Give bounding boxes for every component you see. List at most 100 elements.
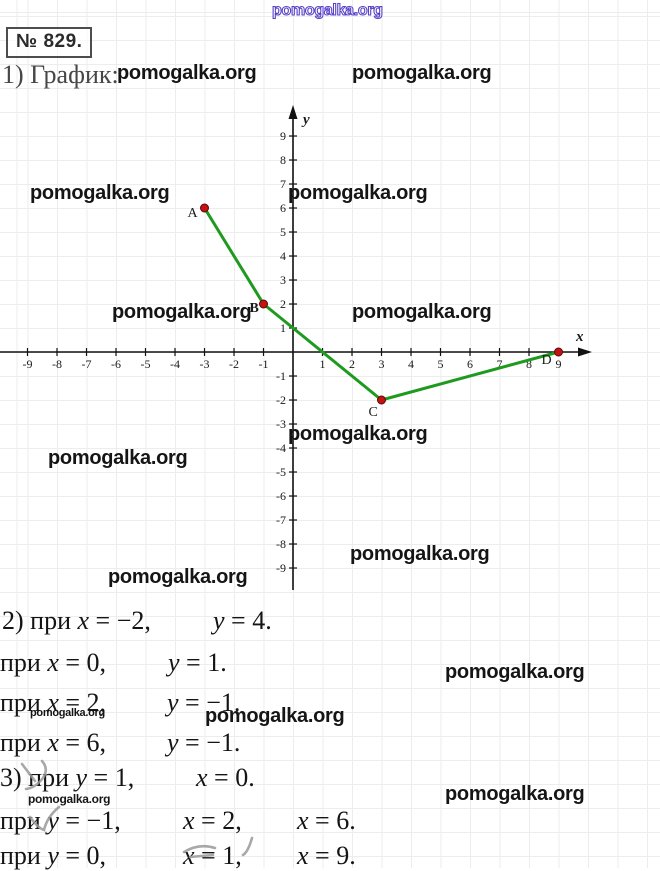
math-variable: x xyxy=(297,841,309,870)
y-tick-label: 9 xyxy=(280,129,286,143)
watermark: pomogalka.org xyxy=(350,543,490,565)
math-variable: x xyxy=(47,728,59,757)
math-text: = −1. xyxy=(178,688,241,717)
y-axis-arrow xyxy=(288,105,298,119)
x-tick-label: 8 xyxy=(526,357,532,371)
answer-segment: y = −1. xyxy=(167,688,240,718)
y-tick-label: -6 xyxy=(276,489,286,503)
answer-segment: x = 0. xyxy=(196,763,255,793)
y-tick-label: -5 xyxy=(276,465,286,479)
answer-segment: y = 1. xyxy=(168,648,227,678)
y-tick-label: 2 xyxy=(280,297,286,311)
math-variable: x xyxy=(183,806,195,835)
x-tick-label: 3 xyxy=(379,357,385,371)
y-tick-label: 3 xyxy=(280,273,286,287)
answer-segment: 3) при y = 1, xyxy=(0,763,134,793)
x-axis-arrow xyxy=(578,347,592,357)
watermark: pomogalka.org xyxy=(108,566,248,588)
y-tick-label: -4 xyxy=(276,441,286,455)
answer-segment: x = 9. xyxy=(297,841,356,871)
x-tick-label: 9 xyxy=(556,357,562,371)
watermark: pomogalka.org xyxy=(48,447,188,469)
pencil-check-mark xyxy=(182,844,217,854)
y-tick-label: -7 xyxy=(276,513,286,527)
y-tick-label: 1 xyxy=(280,321,286,335)
math-variable: x xyxy=(297,806,309,835)
x-tick-label: -1 xyxy=(259,357,269,371)
math-text: = 1, xyxy=(87,763,135,792)
x-tick-label: 7 xyxy=(497,357,503,371)
math-text: при xyxy=(0,688,48,717)
graph-point-b xyxy=(259,299,268,309)
watermark: pomogalka.org xyxy=(112,301,252,323)
math-text: = 2, xyxy=(58,688,107,717)
graph-point-label: A xyxy=(188,206,199,221)
x-tick-label: 6 xyxy=(467,357,473,371)
y-tick-label: 5 xyxy=(280,225,286,239)
watermark: pomogalka.org xyxy=(445,783,585,805)
math-text: = 0, xyxy=(58,841,107,870)
watermark: pomogalka.org xyxy=(271,2,383,19)
math-text: при xyxy=(0,841,48,870)
math-text: 3) при xyxy=(0,763,76,792)
x-tick-label: 1 xyxy=(320,357,326,371)
pencil-check-mark xyxy=(20,762,37,783)
answer-segment: при y = 0, xyxy=(0,841,106,871)
x-tick-label: -4 xyxy=(170,357,180,371)
x-tick-label: 2 xyxy=(349,357,355,371)
y-tick-label: -2 xyxy=(276,393,286,407)
math-text: = 6, xyxy=(58,728,107,757)
watermark: pomogalka.org xyxy=(288,182,428,204)
x-tick-label: -8 xyxy=(52,357,62,371)
math-variable: y xyxy=(75,763,88,792)
math-text: = 0, xyxy=(58,648,107,677)
y-tick-label: -9 xyxy=(276,561,286,575)
x-axis-label: x xyxy=(575,329,584,345)
y-tick-label: 8 xyxy=(280,153,286,167)
x-tick-label: -6 xyxy=(111,357,121,371)
math-variable: y xyxy=(168,648,180,677)
math-text: = 1. xyxy=(179,648,227,677)
y-tick-label: -1 xyxy=(276,369,286,383)
watermark: pomogalka.org xyxy=(117,62,257,84)
x-tick-label: -9 xyxy=(23,357,33,371)
pencil-check-mark xyxy=(241,836,254,857)
problem-number-box: № 829. xyxy=(6,27,93,58)
math-text: = 0. xyxy=(207,763,255,792)
answer-segment: при x = 2, xyxy=(0,688,106,718)
math-text: при xyxy=(0,648,48,677)
y-tick-label: 6 xyxy=(280,201,286,215)
section-title: 1) График: xyxy=(2,60,119,89)
x-tick-label: 5 xyxy=(438,357,444,371)
math-text: при xyxy=(0,728,48,757)
y-tick-label: 4 xyxy=(280,249,286,263)
graph-point-label: D xyxy=(542,353,552,368)
math-text: = 6. xyxy=(308,806,356,835)
graph-point-c xyxy=(377,395,386,405)
problem-number: № 829. xyxy=(16,31,83,52)
pencil-check-mark xyxy=(188,853,215,859)
x-tick-label: -5 xyxy=(141,357,151,371)
pencil-check-mark xyxy=(28,805,61,832)
watermark: pomogalka.org xyxy=(30,707,105,719)
watermark: pomogalka.org xyxy=(30,182,170,204)
math-text: = 4. xyxy=(224,606,272,635)
watermark: pomogalka.org xyxy=(352,301,492,323)
answer-segment: y = 4. xyxy=(213,606,272,636)
graph-point-label: B xyxy=(250,301,259,316)
math-variable: x xyxy=(47,688,59,717)
graph-polyline xyxy=(203,206,560,402)
answer-segment: 2) при x = −2, xyxy=(2,606,151,636)
math-text: = −1, xyxy=(58,806,121,835)
watermark: pomogalka.org xyxy=(445,661,585,683)
y-tick-label: -3 xyxy=(276,417,286,431)
math-variable: y xyxy=(167,728,179,757)
answer-segment: y = −1. xyxy=(167,728,240,758)
x-tick-label: -7 xyxy=(82,357,92,371)
math-variable: x xyxy=(47,648,59,677)
math-variable: y xyxy=(47,841,59,870)
x-tick-label: -3 xyxy=(200,357,210,371)
math-variable: x xyxy=(196,763,208,792)
